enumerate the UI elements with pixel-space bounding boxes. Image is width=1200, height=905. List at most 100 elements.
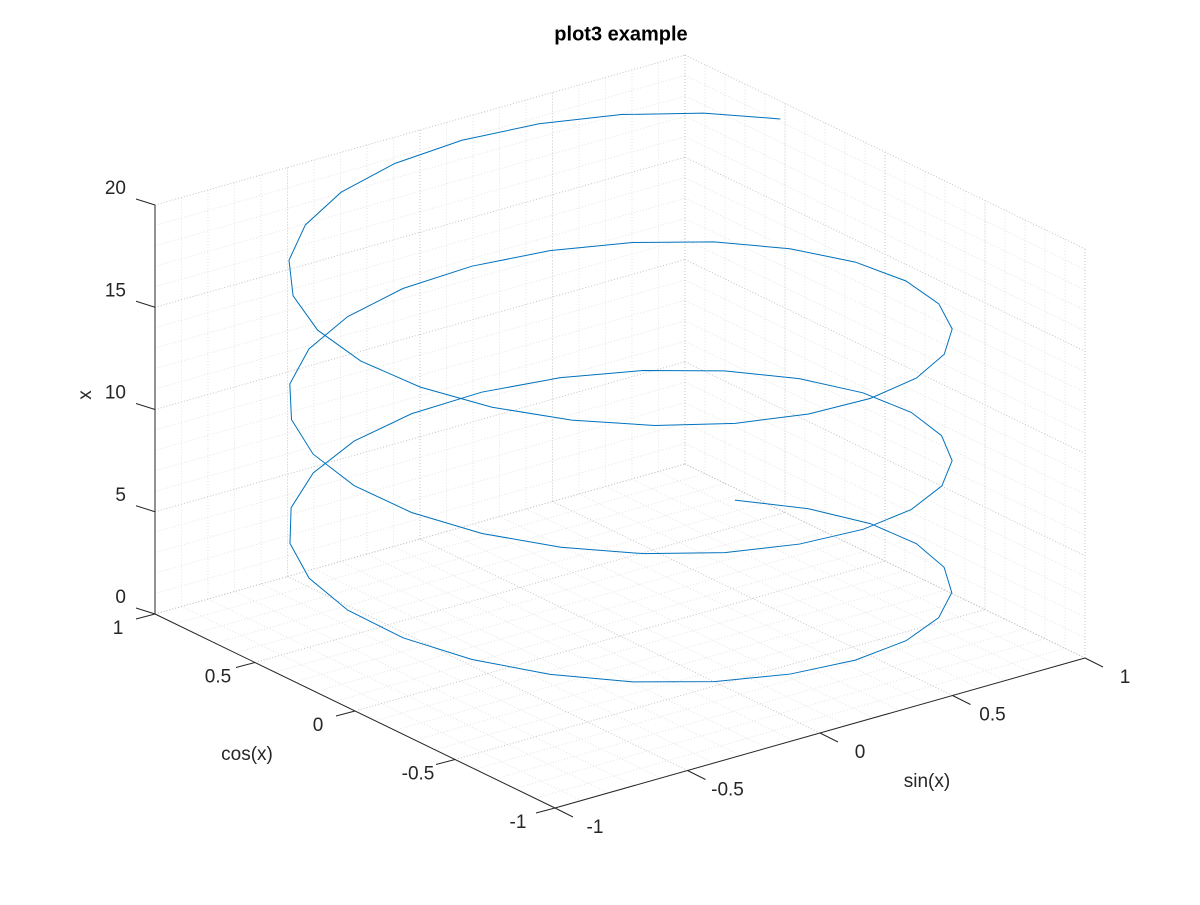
grid-line: [684, 279, 1086, 475]
x-tick: [1084, 657, 1104, 668]
grid-line: [684, 259, 1086, 454]
grid-line: [154, 74, 686, 226]
grid-line: [154, 443, 686, 595]
grid-line: [684, 115, 1086, 311]
grid-line: [334, 550, 866, 702]
grid-line: [154, 177, 686, 329]
y-axis-label: cos(x): [221, 744, 273, 765]
y-tick: [535, 807, 556, 814]
grid-line: [154, 381, 686, 533]
grid-line: [454, 609, 986, 760]
grid-line: [514, 638, 1046, 790]
grid-line: [684, 197, 1086, 393]
grid-line: [154, 463, 686, 615]
grid-line: [684, 402, 1086, 598]
grid-line: [354, 560, 886, 712]
grid-line: [414, 589, 946, 741]
grid-line: [154, 197, 686, 349]
z-tick: [135, 198, 156, 206]
plot-area: [288, 112, 953, 683]
grid-line: [154, 218, 686, 370]
grid-line: [446, 531, 847, 726]
grid-line: [154, 54, 686, 206]
grid-line: [684, 361, 1086, 557]
grid-line: [154, 259, 686, 410]
grid-line: [494, 628, 1026, 780]
grid-line: [194, 482, 726, 634]
grid-line: [154, 299, 686, 451]
grid-line: [260, 583, 662, 779]
grid-line: [684, 340, 1086, 536]
grid-line: [154, 320, 686, 472]
grid-line: [684, 156, 1086, 352]
grid-line: [684, 299, 1086, 495]
grid-line: [394, 579, 926, 731]
grid-line: [234, 502, 766, 654]
grid-line: [314, 541, 846, 693]
y-tick-label: 0.5: [205, 667, 231, 688]
z-tick: [135, 403, 156, 410]
x-tick: [554, 807, 574, 818]
grid-line: [684, 95, 1086, 291]
grid-line: [154, 279, 686, 431]
grid-line: [154, 402, 686, 554]
z-tick: [135, 607, 156, 615]
x-axis-label: sin(x): [904, 771, 950, 792]
y-tick: [435, 759, 456, 765]
z-tick-label: 0: [115, 587, 126, 608]
z-tick-label: 5: [115, 485, 126, 506]
grid-line: [684, 54, 1086, 250]
grid-line: [174, 473, 706, 625]
grid-line: [578, 493, 980, 689]
z-tick-label: 20: [105, 178, 126, 199]
z-tick: [135, 300, 156, 308]
grid-line: [154, 238, 686, 390]
grid-line: [254, 512, 786, 663]
x-tick-label: 1: [1120, 667, 1131, 688]
grid-line: [552, 501, 953, 696]
y-tick-label: -1: [510, 812, 527, 833]
grid-line: [419, 538, 821, 734]
x-tick: [687, 770, 706, 780]
y-tick: [335, 710, 356, 717]
x-tick-label: -1: [587, 817, 604, 838]
grid-line: [234, 591, 635, 786]
x-tick: [819, 732, 839, 743]
grid-line: [154, 422, 686, 574]
grid-line: [684, 75, 1086, 270]
grid-line: [154, 115, 686, 267]
grid-line: [534, 647, 1066, 799]
grid-line: [274, 521, 806, 673]
grid-line: [393, 546, 794, 741]
y-tick-label: -0.5: [402, 764, 435, 785]
grid-line: [684, 218, 1086, 414]
grid: [154, 54, 1086, 809]
grid-line: [374, 570, 906, 722]
grid-line: [154, 361, 686, 513]
grid-line: [684, 177, 1086, 373]
y-tick: [235, 662, 256, 668]
x-tick: [952, 695, 971, 705]
grid-line: [287, 576, 688, 771]
grid-line: [154, 136, 686, 288]
grid-line: [684, 238, 1086, 434]
grid-line: [207, 598, 609, 794]
grid-line: [366, 553, 768, 749]
z-tick-label: 15: [105, 280, 126, 301]
x-tick-label: 0.5: [979, 705, 1005, 726]
y-tick-label: 1: [113, 618, 124, 639]
grid-line: [658, 471, 1059, 666]
grid-line: [214, 492, 746, 644]
x-tick-label: -0.5: [711, 780, 744, 801]
grid-line: [294, 531, 826, 683]
y-tick: [135, 613, 156, 620]
grid-line: [684, 463, 1086, 659]
grid-line: [154, 156, 686, 308]
z-tick: [135, 505, 156, 513]
grid-line: [154, 340, 686, 492]
grid-line: [499, 516, 900, 711]
